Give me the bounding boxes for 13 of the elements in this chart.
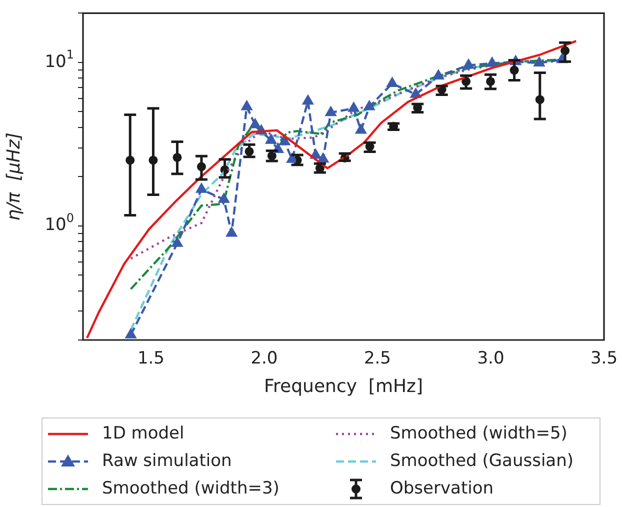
x-tick-label: 1.5	[137, 348, 164, 369]
x-tick-label: 3.5	[590, 348, 618, 369]
legend-label: Smoothed (width=5)	[390, 423, 568, 444]
x-tick-label: 2.0	[250, 348, 278, 369]
x-axis-title: Frequency [mHz]	[264, 376, 423, 397]
legend-label: Raw simulation	[102, 450, 232, 471]
x-tick-label: 2.5	[364, 348, 391, 369]
legend-label: Smoothed (width=3)	[102, 478, 280, 498]
legend-label: Smoothed (Gaussian)	[390, 450, 574, 471]
y-axis-title: η/π [μHz]	[3, 132, 24, 221]
legend-label: Observation	[390, 478, 494, 498]
x-tick-label: 3.0	[477, 348, 504, 369]
legend-label: 1D model	[102, 423, 184, 444]
